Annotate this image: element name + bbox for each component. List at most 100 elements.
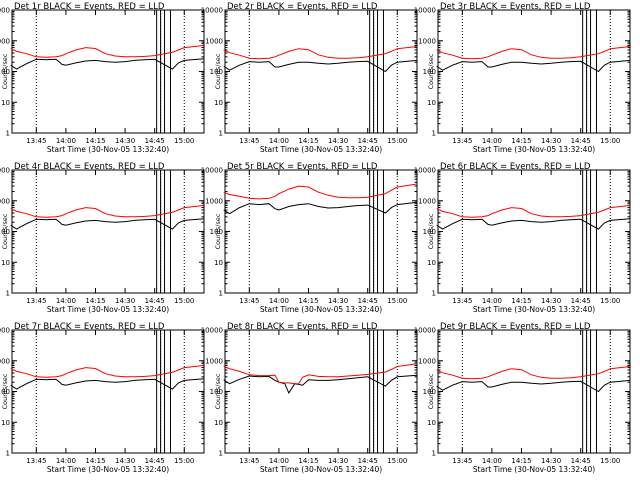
y-tick-label: 10000 xyxy=(201,167,223,175)
y-tick-label: 1000 xyxy=(0,357,10,365)
x-tick-label: 15:00 xyxy=(387,297,407,305)
x-axis-label: Start Time (30-Nov-05 13:32:40) xyxy=(473,305,595,314)
chart-panel: Det 9r BLACK = Events, RED = LLD Counts/s… xyxy=(414,322,631,474)
chart-title: Det 4r BLACK = Events, RED = LLD xyxy=(14,162,165,172)
y-tick-label: 1000 xyxy=(205,197,223,205)
series-line-events xyxy=(223,201,418,215)
x-tick-label: 14:45 xyxy=(571,137,591,145)
plot-frame xyxy=(11,329,205,454)
x-tick-label: 14:00 xyxy=(56,457,76,465)
x-tick-label: 15:00 xyxy=(174,137,194,145)
x-tick-label: 14:00 xyxy=(56,137,76,145)
x-tick-label: 13:45 xyxy=(452,137,472,145)
x-tick-label: 14:00 xyxy=(56,297,76,305)
chart-panel: Det 3r BLACK = Events, RED = LLD Counts/s… xyxy=(414,2,631,154)
chart-title: Det 2r BLACK = Events, RED = LLD xyxy=(227,2,378,12)
x-tick-label: 14:30 xyxy=(328,137,348,145)
y-tick-label: 1000 xyxy=(418,197,436,205)
x-axis-label: Start Time (30-Nov-05 13:32:40) xyxy=(473,465,595,474)
series-line-lld xyxy=(10,45,205,58)
series-line-events xyxy=(436,218,631,230)
x-axis-label: Start Time (30-Nov-05 13:32:40) xyxy=(260,465,382,474)
x-axis-label: Start Time (30-Nov-05 13:32:40) xyxy=(47,145,169,154)
x-tick-label: 14:00 xyxy=(269,297,289,305)
x-tick-label: 14:15 xyxy=(511,457,531,465)
y-tick-label: 1 xyxy=(432,450,436,458)
y-tick-label: 100 xyxy=(210,68,223,76)
x-tick-label: 14:30 xyxy=(541,297,561,305)
plot-frame xyxy=(11,9,205,134)
x-tick-label: 14:30 xyxy=(328,457,348,465)
y-axis-label: Counts/sec xyxy=(214,373,222,409)
x-tick-label: 13:45 xyxy=(452,297,472,305)
x-tick-label: 15:00 xyxy=(174,297,194,305)
x-tick-label: 15:00 xyxy=(387,457,407,465)
y-tick-label: 100 xyxy=(423,388,436,396)
y-tick-label: 10000 xyxy=(201,327,223,335)
x-tick-label: 14:00 xyxy=(269,457,289,465)
y-tick-label: 1 xyxy=(6,450,10,458)
x-tick-label: 14:15 xyxy=(85,457,105,465)
x-tick-label: 13:45 xyxy=(26,297,46,305)
x-tick-label: 14:30 xyxy=(541,457,561,465)
y-axis-label: Counts/sec xyxy=(214,213,222,249)
x-tick-label: 14:30 xyxy=(115,457,135,465)
x-tick-label: 14:45 xyxy=(571,297,591,305)
x-tick-label: 13:45 xyxy=(452,457,472,465)
chart-panel: Det 7r BLACK = Events, RED = LLD Counts/s… xyxy=(0,322,205,474)
chart-title: Det 8r BLACK = Events, RED = LLD xyxy=(227,322,378,332)
y-tick-label: 1 xyxy=(219,130,223,138)
y-tick-label: 10000 xyxy=(201,7,223,15)
series-line-lld xyxy=(10,205,205,218)
chart-title: Det 1r BLACK = Events, RED = LLD xyxy=(14,2,165,12)
x-tick-label: 13:45 xyxy=(239,137,259,145)
x-tick-label: 13:45 xyxy=(26,457,46,465)
series-line-events xyxy=(436,59,631,73)
x-tick-label: 14:45 xyxy=(145,297,165,305)
x-tick-label: 14:45 xyxy=(358,137,378,145)
chart-panel: Det 5r BLACK = Events, RED = LLD Counts/s… xyxy=(201,162,418,314)
y-axis-label: Counts/sec xyxy=(1,53,9,89)
x-tick-label: 15:00 xyxy=(600,137,620,145)
y-tick-label: 1000 xyxy=(0,197,10,205)
y-tick-label: 10000 xyxy=(414,327,436,335)
x-tick-label: 13:45 xyxy=(26,137,46,145)
y-tick-label: 10 xyxy=(214,99,223,107)
y-tick-label: 10 xyxy=(1,259,10,267)
plot-frame xyxy=(224,329,418,454)
y-tick-label: 100 xyxy=(210,228,223,236)
x-tick-label: 14:15 xyxy=(511,297,531,305)
chart-panel: Det 1r BLACK = Events, RED = LLD Counts/s… xyxy=(0,2,205,154)
y-tick-label: 100 xyxy=(423,68,436,76)
series-line-lld xyxy=(436,205,631,218)
x-tick-label: 15:00 xyxy=(387,137,407,145)
series-line-events xyxy=(10,218,205,230)
series-line-lld xyxy=(436,46,631,60)
x-tick-label: 14:45 xyxy=(145,137,165,145)
x-tick-label: 14:15 xyxy=(85,137,105,145)
y-tick-label: 1 xyxy=(6,130,10,138)
x-tick-label: 14:15 xyxy=(298,457,318,465)
y-axis-label: Counts/sec xyxy=(427,213,435,249)
x-tick-label: 15:00 xyxy=(600,457,620,465)
series-line-lld xyxy=(436,366,631,380)
y-tick-label: 10000 xyxy=(414,7,436,15)
y-tick-label: 1 xyxy=(432,130,436,138)
series-line-events xyxy=(10,58,205,70)
y-tick-label: 100 xyxy=(210,388,223,396)
x-tick-label: 13:45 xyxy=(239,457,259,465)
y-tick-label: 100 xyxy=(0,68,10,76)
x-tick-label: 14:15 xyxy=(511,137,531,145)
chart-title: Det 3r BLACK = Events, RED = LLD xyxy=(440,2,591,12)
y-tick-label: 100 xyxy=(0,388,10,396)
chart-panel: Det 4r BLACK = Events, RED = LLD Counts/s… xyxy=(0,162,205,314)
x-tick-label: 14:00 xyxy=(482,137,502,145)
x-axis-label: Start Time (30-Nov-05 13:32:40) xyxy=(260,305,382,314)
chart-panel: Det 6r BLACK = Events, RED = LLD Counts/s… xyxy=(414,162,631,314)
y-tick-label: 10 xyxy=(427,419,436,427)
y-axis-label: Counts/sec xyxy=(1,213,9,249)
x-tick-label: 14:15 xyxy=(298,297,318,305)
y-tick-label: 100 xyxy=(0,228,10,236)
series-line-events xyxy=(223,59,418,73)
